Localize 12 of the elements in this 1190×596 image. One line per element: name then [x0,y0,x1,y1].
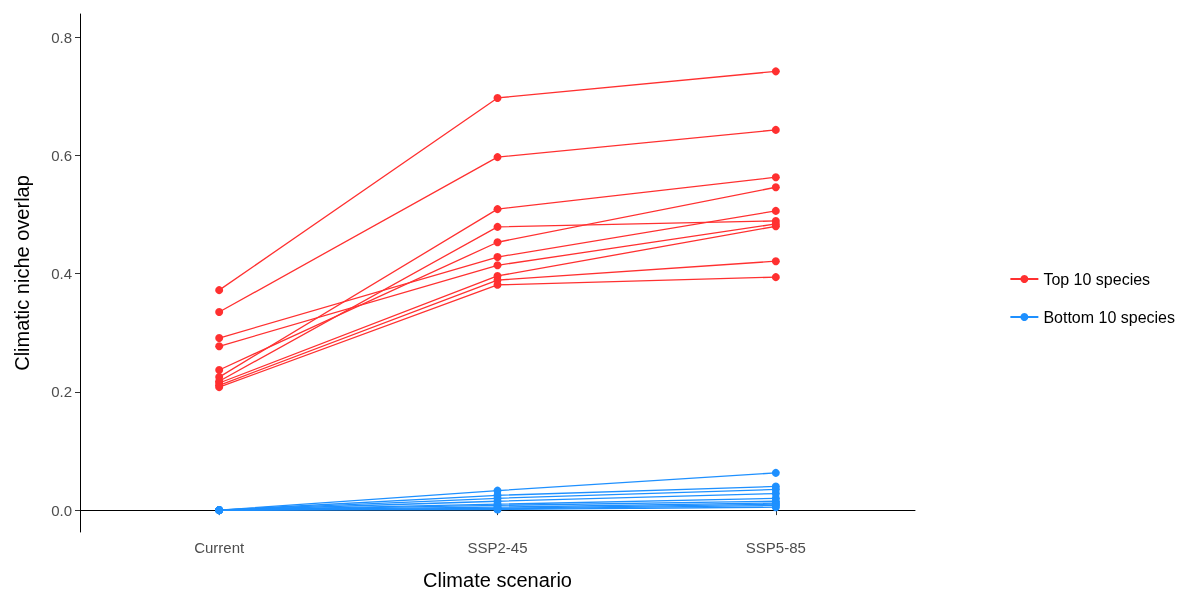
x-tick-label: SSP5-85 [745,539,806,556]
x-tick-label: SSP2-45 [467,539,528,556]
legend-label: Bottom 10 species [1043,308,1175,326]
y-tick-label: 0.6 [51,146,72,164]
x-axis-title: Climate scenario [423,569,572,591]
x-tick-label: Current [194,539,245,556]
y-tick-label: 0.8 [51,28,72,46]
y-tick-label: 0.4 [51,265,72,283]
y-tick-label: 0.0 [51,501,72,519]
legend-label: Top 10 species [1043,270,1151,288]
y-axis-title: Climatic niche overlap [11,175,33,371]
y-tick-label: 0.2 [51,383,72,401]
